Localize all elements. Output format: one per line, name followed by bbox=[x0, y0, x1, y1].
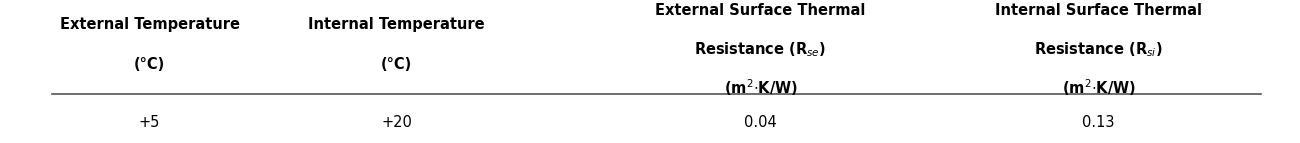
Text: +20: +20 bbox=[381, 116, 412, 130]
Text: Internal Temperature: Internal Temperature bbox=[308, 17, 485, 32]
Text: Resistance (R$_{se}$): Resistance (R$_{se}$) bbox=[694, 40, 827, 59]
Text: (m$^{2}$$\cdot$K/W): (m$^{2}$$\cdot$K/W) bbox=[724, 77, 797, 98]
Text: External Temperature: External Temperature bbox=[60, 17, 239, 32]
Text: External Surface Thermal: External Surface Thermal bbox=[655, 3, 866, 18]
Text: +5: +5 bbox=[139, 116, 160, 130]
Text: (°C): (°C) bbox=[381, 57, 412, 72]
Text: Resistance (R$_{si}$): Resistance (R$_{si}$) bbox=[1035, 40, 1162, 59]
Text: (°C): (°C) bbox=[134, 57, 165, 72]
Text: (m$^{2}$$\cdot$K/W): (m$^{2}$$\cdot$K/W) bbox=[1062, 77, 1135, 98]
Text: 0.13: 0.13 bbox=[1082, 116, 1115, 130]
Text: Internal Surface Thermal: Internal Surface Thermal bbox=[994, 3, 1202, 18]
Text: 0.04: 0.04 bbox=[744, 116, 777, 130]
